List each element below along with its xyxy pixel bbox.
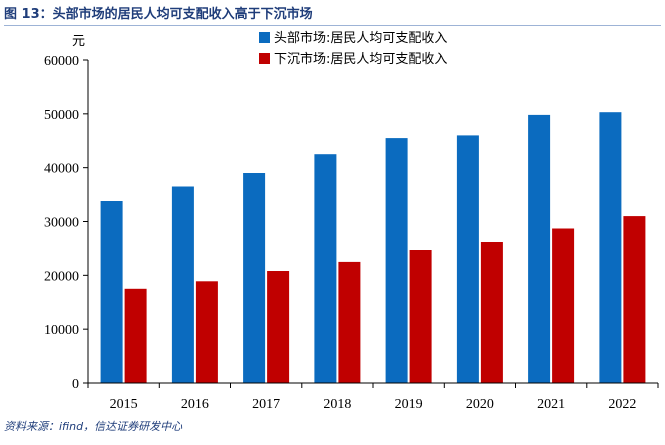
bar-lower-market-2020 <box>480 242 503 383</box>
legend-swatch-top-market <box>259 32 270 43</box>
x-tick-label-2018: 2018 <box>323 397 351 412</box>
x-tick-label-2017: 2017 <box>252 397 280 412</box>
x-tick-label-2016: 2016 <box>181 397 209 412</box>
bar-lower-market-2017 <box>267 271 290 383</box>
y-axis-unit-label: 元 <box>72 34 85 49</box>
x-tick-label-2019: 2019 <box>395 397 423 412</box>
bar-top-market-2018 <box>314 154 337 383</box>
y-tick-label-20000: 20000 <box>44 269 79 284</box>
chart-title: 图 13：头部市场的居民人均可支配收入高于下沉市场 <box>4 3 661 26</box>
y-tick-label-40000: 40000 <box>44 162 79 177</box>
y-tick-label-30000: 30000 <box>44 216 79 231</box>
axes-layer: 2015 2016 2017 2018 2019 2020 2021 2022 0 10000 20… <box>44 54 659 412</box>
bar-top-market-2015 <box>100 201 123 383</box>
x-tick-label-2021: 2021 <box>537 397 565 412</box>
bar-lower-market-2019 <box>409 250 432 383</box>
legend-label-top-market: 头部市场:居民人均可支配收入 <box>274 30 447 46</box>
bar-lower-market-2021 <box>552 228 575 383</box>
bar-top-market-2022 <box>599 112 622 383</box>
x-tick-label-2015: 2015 <box>110 397 138 412</box>
y-tick-label-60000: 60000 <box>44 54 79 69</box>
bar-lower-market-2016 <box>195 281 218 383</box>
bar-top-market-2019 <box>385 138 408 383</box>
bars-layer <box>100 112 646 384</box>
x-tick-label-2020: 2020 <box>466 397 494 412</box>
bar-lower-market-2022 <box>623 216 646 383</box>
bar-top-market-2020 <box>456 135 479 383</box>
legend-swatch-lower-market <box>259 53 270 64</box>
bar-lower-market-2015 <box>124 288 147 383</box>
source-note: 资料来源：ifind，信达证券研发中心 <box>4 420 183 433</box>
bar-top-market-2016 <box>171 186 194 383</box>
y-tick-label-50000: 50000 <box>44 108 79 123</box>
x-tick-label-2022: 2022 <box>608 397 636 412</box>
y-tick-label-0: 0 <box>72 377 79 392</box>
bar-lower-market-2018 <box>338 261 361 383</box>
bar-top-market-2017 <box>243 173 266 383</box>
legend-label-lower-market: 下沉市场:居民人均可支配收入 <box>274 51 447 67</box>
y-tick-label-10000: 10000 <box>44 323 79 338</box>
bar-top-market-2021 <box>528 114 551 384</box>
